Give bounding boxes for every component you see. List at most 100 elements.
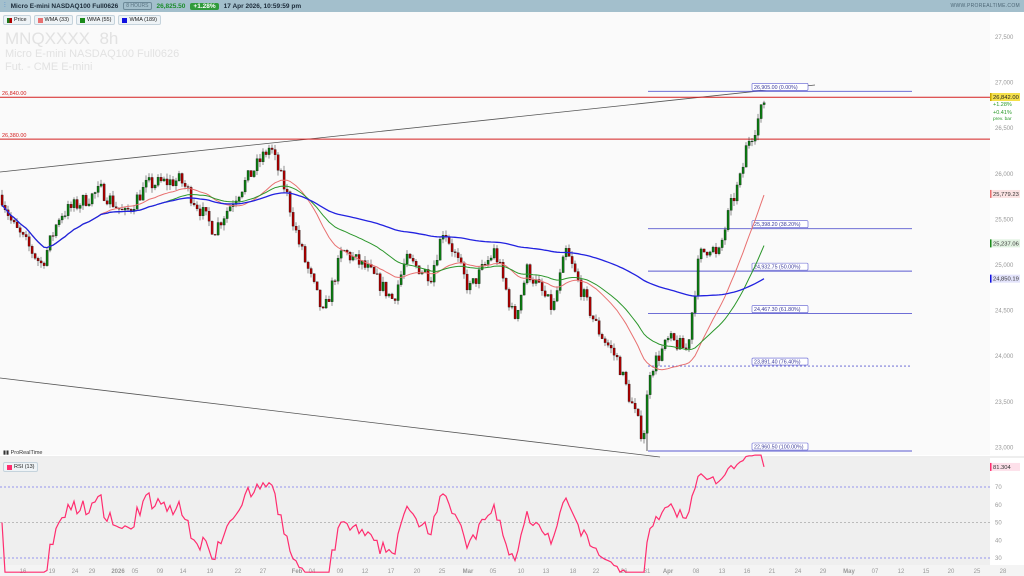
candle-body [693, 295, 697, 313]
chart-icon: ⫶ [4, 2, 6, 9]
rsi-swatch [7, 464, 12, 470]
watermark-name: Micro E-mini NASDAQ100 Full0626 [5, 48, 180, 60]
candle-body [717, 247, 721, 254]
fib-label-box [751, 82, 809, 91]
candle-body [525, 264, 529, 284]
candle-body [294, 225, 298, 231]
candle-body [402, 263, 406, 275]
candle-body [759, 104, 763, 119]
candle-body [714, 246, 718, 254]
candle-body [69, 204, 73, 208]
candle-body [657, 355, 661, 361]
candle-body [516, 309, 520, 319]
candle-body [636, 408, 640, 416]
wma55-tag-bg [990, 239, 1020, 248]
candle-body [696, 258, 700, 296]
candle-body [489, 257, 493, 261]
fib-label-box [751, 442, 809, 451]
candle-body [399, 274, 403, 285]
candle-body [699, 248, 703, 260]
candle-body [498, 261, 502, 264]
candle-body [252, 170, 256, 177]
timeframe-badge[interactable]: 8 HOURS [123, 2, 152, 10]
candle-body [438, 238, 442, 261]
candle-body [567, 248, 571, 257]
candle-body [756, 118, 760, 136]
candle-body [174, 180, 178, 187]
candle-body [216, 222, 220, 236]
wma189-swatch [122, 17, 128, 23]
rsi-legend[interactable]: RSI (13) [3, 462, 39, 472]
candle-body [486, 260, 490, 265]
branding-text: ProRealTime [10, 450, 43, 456]
candle-body [102, 183, 106, 201]
candle-body [255, 158, 259, 172]
time-tick-label: 25 [439, 569, 446, 575]
time-tick-label: 14 [180, 569, 187, 575]
wma189-line [1, 192, 765, 297]
candle-body [591, 315, 595, 320]
candle-body [57, 219, 61, 225]
lower-trendline [0, 377, 661, 458]
candle-body [609, 345, 613, 349]
candle-body [549, 294, 553, 310]
fib-level-label: 26,905.00 (0.00%) [754, 85, 798, 91]
candle-body [396, 284, 400, 301]
time-tick-label: 05 [132, 569, 139, 575]
candle-body [126, 207, 130, 210]
legend-wma33[interactable]: WMA (33) [33, 15, 73, 25]
candle-body [624, 371, 628, 385]
candle-body [141, 187, 145, 201]
rsi-tick-label: 60 [995, 503, 1002, 509]
legend-wma189[interactable]: WMA (189) [118, 15, 161, 25]
candle-body [390, 293, 394, 299]
candle-body [300, 244, 304, 247]
branding: ▮▮ ProRealTime [3, 450, 42, 456]
candle-body [48, 235, 52, 251]
candle-body [72, 199, 76, 208]
candle-body [411, 258, 415, 262]
candle-body [615, 355, 619, 358]
prev-bar-pct-label: +0.41% [993, 110, 1012, 116]
site-link[interactable]: WWW.PROREALTIME.COM [950, 3, 1020, 9]
candle-body [474, 278, 478, 284]
candle-body [348, 252, 352, 261]
candle-body [447, 237, 451, 244]
candle-body [138, 194, 142, 201]
legend-wma55[interactable]: WMA (55) [75, 15, 116, 25]
candle-body [288, 191, 292, 213]
candle-body [162, 178, 166, 182]
fib-level-label: 24,932.75 (50.00%) [754, 265, 801, 271]
watermark-symbol: MNQXXXX 8h [5, 29, 119, 48]
time-tick-label: 19 [49, 569, 56, 575]
candle-body [441, 235, 445, 240]
indicator-legend: Price WMA (33) WMA (55) WMA (189) [3, 15, 161, 25]
time-tick-label: 27 [260, 569, 267, 575]
candle-body [531, 279, 535, 284]
candle-body [309, 268, 313, 274]
candle-body [237, 196, 241, 202]
candle-body [660, 348, 664, 361]
candle-body [285, 188, 289, 192]
candle-body [87, 203, 91, 206]
candle-body [339, 250, 343, 259]
candle-body [315, 281, 319, 291]
candle-body [321, 306, 325, 309]
candle-body [729, 198, 733, 211]
candle-body [369, 264, 373, 268]
candle-body [666, 338, 670, 341]
candle-body [597, 320, 601, 335]
candle-body [192, 203, 196, 206]
time-tick-label: 05 [490, 569, 497, 575]
legend-price[interactable]: Price [3, 15, 31, 25]
candle-body [648, 375, 652, 395]
time-tick-label: 24 [795, 569, 802, 575]
candle-body [189, 187, 193, 204]
candle-body [60, 215, 64, 221]
candle-body [240, 191, 244, 198]
candle-body [231, 204, 235, 207]
candle-body [219, 222, 223, 226]
rsi-tag-bg [990, 462, 1020, 471]
candle-body [105, 200, 109, 205]
